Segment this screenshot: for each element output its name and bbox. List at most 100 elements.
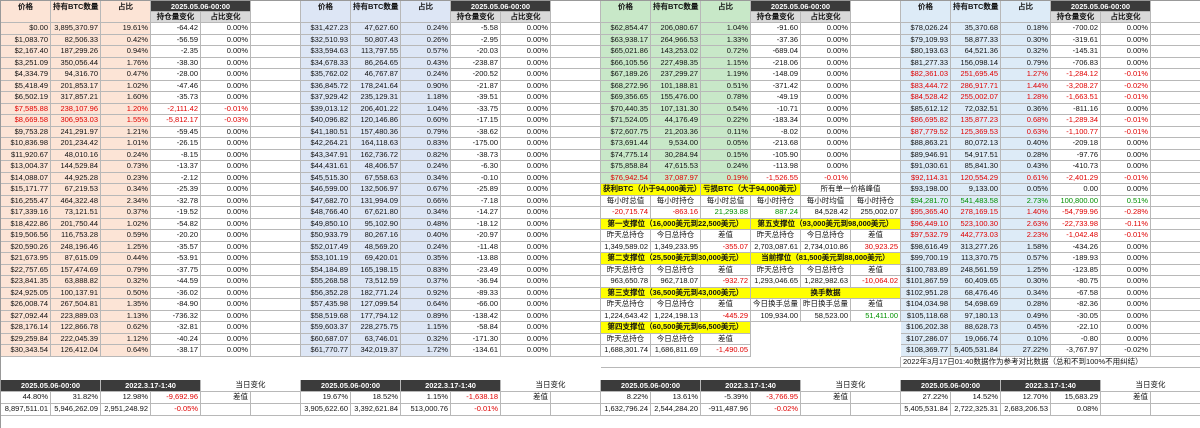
empty-cell[interactable] bbox=[251, 264, 301, 276]
footer-today[interactable]: 当日变化 bbox=[501, 379, 601, 392]
v1[interactable]: -20,715.74 bbox=[601, 207, 651, 219]
data-cell[interactable]: 48,569.20 bbox=[351, 241, 401, 253]
price-cell[interactable]: $79,109.93 bbox=[901, 34, 951, 46]
data-cell[interactable]: -1,289.34 bbox=[1051, 115, 1101, 127]
diff-label[interactable]: 差值 bbox=[851, 264, 901, 276]
data-cell[interactable]: 113,797.55 bbox=[351, 46, 401, 58]
data-cell[interactable]: -37.75 bbox=[151, 264, 201, 276]
price-cell[interactable]: $70,440.35 bbox=[601, 103, 651, 115]
data-cell[interactable]: -80.75 bbox=[1051, 276, 1101, 288]
data-cell[interactable]: 164,118.63 bbox=[351, 138, 401, 150]
data-cell[interactable]: -14.27 bbox=[451, 207, 501, 219]
empty-cell[interactable] bbox=[251, 345, 301, 357]
data-cell[interactable]: 95,102.90 bbox=[351, 218, 401, 230]
empty-cell[interactable] bbox=[1151, 104, 1200, 115]
price-cell[interactable]: $63,938.17 bbox=[601, 34, 651, 46]
data-cell[interactable]: 182,771.24 bbox=[351, 287, 401, 299]
data-cell[interactable]: 125,369.53 bbox=[951, 126, 1001, 138]
data-cell[interactable]: 0.51% bbox=[1101, 195, 1151, 207]
data-cell[interactable]: 286,917.71 bbox=[951, 80, 1001, 92]
data-cell[interactable]: 5,405,531.84 bbox=[951, 345, 1001, 357]
empty-cell[interactable] bbox=[501, 403, 551, 416]
empty-cell[interactable] bbox=[551, 69, 601, 81]
empty-cell[interactable] bbox=[251, 161, 301, 173]
today-label[interactable]: 今日总持仓 bbox=[801, 230, 851, 242]
data-cell[interactable]: 228,275.75 bbox=[351, 322, 401, 334]
data-cell[interactable]: 0.00% bbox=[501, 322, 551, 334]
data-cell[interactable]: 107,131.30 bbox=[651, 103, 701, 115]
col-header-holding[interactable]: 持有BTC数量 bbox=[51, 1, 101, 23]
data-cell[interactable]: 1.04% bbox=[701, 23, 751, 35]
footer-date[interactable]: 2025.05.06-00:00 bbox=[901, 379, 1001, 392]
data-cell[interactable]: -44.59 bbox=[151, 276, 201, 288]
f-b2[interactable]: 3,392,621.84 bbox=[351, 403, 401, 416]
empty-cell[interactable] bbox=[851, 69, 901, 81]
price-cell[interactable]: $9,753.28 bbox=[1, 126, 51, 138]
data-cell[interactable]: -218.06 bbox=[751, 57, 801, 69]
data-cell[interactable]: -36.94 bbox=[451, 276, 501, 288]
price-cell[interactable]: $10,836.98 bbox=[1, 138, 51, 150]
data-cell[interactable]: 0.00% bbox=[201, 310, 251, 322]
data-cell[interactable]: 0.83% bbox=[401, 264, 451, 276]
data-cell[interactable]: 0.36% bbox=[1001, 103, 1051, 115]
data-cell[interactable]: 235,129.31 bbox=[351, 92, 401, 104]
empty-cell[interactable] bbox=[251, 310, 301, 322]
data-cell[interactable]: -39.51 bbox=[451, 92, 501, 104]
price-cell[interactable]: $75,858.84 bbox=[601, 161, 651, 173]
price-cell[interactable]: $11,920.67 bbox=[1, 149, 51, 161]
data-cell[interactable]: 0.00% bbox=[201, 345, 251, 357]
data-cell[interactable]: 0.00% bbox=[201, 46, 251, 58]
data-cell[interactable]: 2.23% bbox=[1001, 230, 1051, 242]
yest-val[interactable]: 963,650.78 bbox=[601, 276, 651, 288]
col-header-chg-hold[interactable]: 持仓量变化 bbox=[151, 12, 201, 23]
data-cell[interactable]: -38.30 bbox=[151, 57, 201, 69]
date-header[interactable]: 2025.05.06-00:00 bbox=[151, 1, 251, 12]
data-cell[interactable]: 1.72% bbox=[401, 345, 451, 357]
data-cell[interactable]: 46,767.87 bbox=[351, 69, 401, 81]
footer-date2[interactable]: 2022.3.17-1:40 bbox=[101, 379, 201, 392]
data-cell[interactable]: 0.90% bbox=[401, 80, 451, 92]
data-cell[interactable]: -47.46 bbox=[151, 80, 201, 92]
data-cell[interactable]: -49.19 bbox=[751, 92, 801, 104]
data-cell[interactable]: 44,176.49 bbox=[651, 115, 701, 127]
f-c2[interactable]: 2,951,248.92 bbox=[101, 403, 151, 416]
data-cell[interactable]: 0.40% bbox=[1001, 138, 1051, 150]
price-cell[interactable]: $73,691.44 bbox=[601, 138, 651, 150]
data-cell[interactable]: 0.00% bbox=[501, 80, 551, 92]
data-cell[interactable]: 47,627.60 bbox=[351, 23, 401, 35]
empty-cell[interactable] bbox=[551, 115, 601, 127]
hand-v2[interactable]: 58,523.00 bbox=[801, 310, 851, 322]
empty-cell[interactable] bbox=[251, 218, 301, 230]
data-cell[interactable]: 0.00% bbox=[1101, 57, 1151, 69]
data-cell[interactable]: 222,045.39 bbox=[51, 333, 101, 345]
price-cell[interactable]: $91,030.61 bbox=[901, 161, 951, 173]
f-b2[interactable]: 2,544,284.20 bbox=[651, 403, 701, 416]
hand-sub2[interactable]: 昨日换手总量 bbox=[801, 299, 851, 311]
empty-cell[interactable] bbox=[251, 241, 301, 253]
data-cell[interactable]: -0.01% bbox=[201, 103, 251, 115]
data-cell[interactable]: -2,111.42 bbox=[151, 103, 201, 115]
data-cell[interactable]: 120,554.29 bbox=[951, 172, 1001, 184]
data-cell[interactable]: 0.00% bbox=[201, 264, 251, 276]
price-cell[interactable]: $53,101.19 bbox=[301, 253, 351, 265]
empty-cell[interactable] bbox=[551, 57, 601, 69]
footer-date2[interactable]: 2022.3.17-1:40 bbox=[1001, 379, 1101, 392]
data-cell[interactable]: 0.28% bbox=[1001, 299, 1051, 311]
empty-cell[interactable] bbox=[551, 23, 601, 35]
data-cell[interactable]: 48,010.16 bbox=[51, 149, 101, 161]
f-a1[interactable]: 27.22% bbox=[901, 391, 951, 404]
data-cell[interactable]: 0.68% bbox=[1001, 115, 1051, 127]
data-cell[interactable]: 0.00% bbox=[201, 161, 251, 173]
empty-cell[interactable] bbox=[551, 184, 601, 196]
empty-cell[interactable] bbox=[551, 195, 601, 207]
empty-cell[interactable] bbox=[1151, 58, 1200, 69]
empty-cell[interactable] bbox=[551, 230, 601, 242]
data-cell[interactable]: 47,615.53 bbox=[651, 161, 701, 173]
f-c2[interactable]: 513,000.76 bbox=[401, 403, 451, 416]
data-cell[interactable]: 0.57% bbox=[1001, 253, 1051, 265]
data-cell[interactable]: 0.48% bbox=[401, 218, 451, 230]
data-cell[interactable]: -22.10 bbox=[1051, 322, 1101, 334]
f-c1[interactable]: -5.39% bbox=[701, 391, 751, 404]
data-cell[interactable]: 0.00% bbox=[801, 34, 851, 46]
empty-cell[interactable] bbox=[551, 138, 601, 150]
